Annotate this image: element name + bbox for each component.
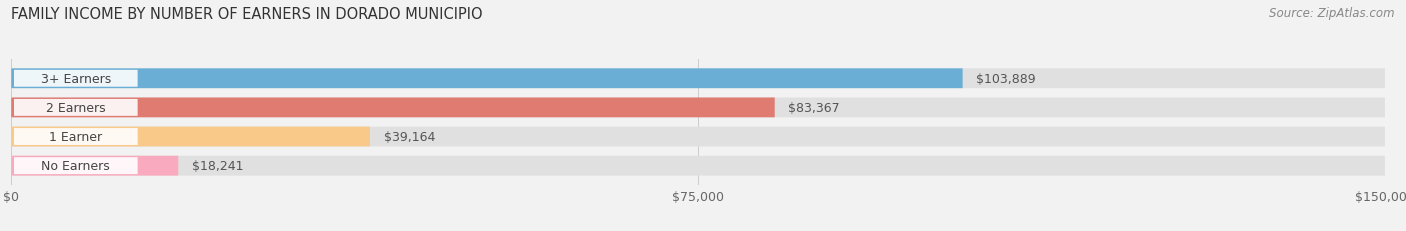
FancyBboxPatch shape <box>11 127 370 147</box>
Text: 3+ Earners: 3+ Earners <box>41 73 111 85</box>
Text: 1 Earner: 1 Earner <box>49 131 103 143</box>
FancyBboxPatch shape <box>11 156 1385 176</box>
FancyBboxPatch shape <box>11 69 963 89</box>
Text: $39,164: $39,164 <box>384 131 434 143</box>
FancyBboxPatch shape <box>11 98 1385 118</box>
Text: Source: ZipAtlas.com: Source: ZipAtlas.com <box>1270 7 1395 20</box>
Text: 2 Earners: 2 Earners <box>46 101 105 114</box>
FancyBboxPatch shape <box>11 98 775 118</box>
Text: $103,889: $103,889 <box>976 73 1036 85</box>
Text: $18,241: $18,241 <box>193 159 243 172</box>
FancyBboxPatch shape <box>11 156 179 176</box>
Text: No Earners: No Earners <box>41 159 110 172</box>
Text: $83,367: $83,367 <box>789 101 839 114</box>
FancyBboxPatch shape <box>11 69 1385 89</box>
Text: FAMILY INCOME BY NUMBER OF EARNERS IN DORADO MUNICIPIO: FAMILY INCOME BY NUMBER OF EARNERS IN DO… <box>11 7 482 22</box>
FancyBboxPatch shape <box>14 158 138 174</box>
FancyBboxPatch shape <box>14 128 138 145</box>
FancyBboxPatch shape <box>14 70 138 87</box>
FancyBboxPatch shape <box>14 100 138 116</box>
FancyBboxPatch shape <box>11 127 1385 147</box>
